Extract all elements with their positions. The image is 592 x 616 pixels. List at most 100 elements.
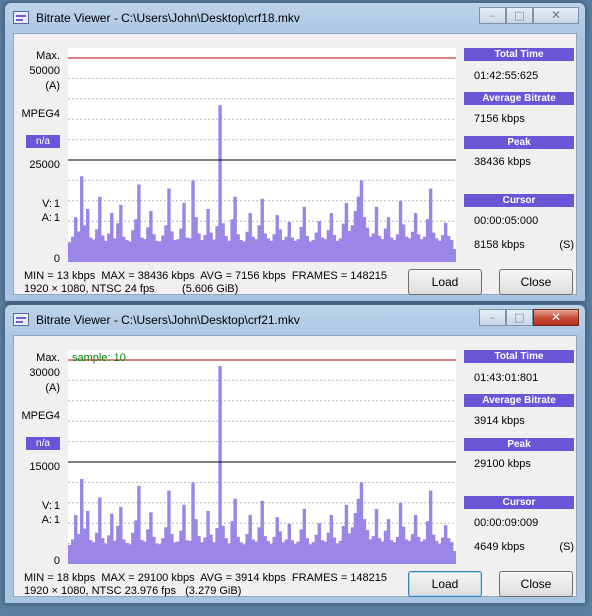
bitrate-bar bbox=[125, 239, 129, 262]
bitrate-bar bbox=[173, 542, 177, 564]
bitrate-bar bbox=[425, 219, 430, 262]
bitrate-bar bbox=[200, 239, 204, 262]
bitrate-bar bbox=[188, 540, 192, 564]
max-unit-label: (A) bbox=[45, 382, 60, 394]
bitrate-bar bbox=[284, 236, 288, 262]
bitrate-bar bbox=[317, 221, 322, 262]
bitrate-bar bbox=[323, 541, 328, 564]
bitrate-bar bbox=[365, 530, 370, 564]
bitrate-bar bbox=[422, 236, 427, 262]
bitrate-bar bbox=[236, 536, 240, 564]
load-button[interactable]: Load bbox=[408, 571, 482, 597]
bitrate-bar bbox=[77, 534, 81, 564]
close-button[interactable]: Close bbox=[499, 571, 573, 597]
bitrate-bar bbox=[368, 539, 373, 564]
cursor-rate-value: 8158 kbps bbox=[474, 239, 525, 251]
bitrate-bar bbox=[452, 248, 456, 262]
bitrate-bar bbox=[116, 525, 120, 564]
bitrate-bar bbox=[134, 219, 138, 262]
bitrate-bar bbox=[359, 180, 364, 262]
bitrate-bar bbox=[353, 513, 358, 564]
bitrate-bar bbox=[362, 217, 367, 262]
bitrate-bar bbox=[434, 238, 439, 262]
bitrate-bar bbox=[185, 540, 189, 564]
maximize-button[interactable]: □ bbox=[506, 309, 533, 326]
bitrate-bar bbox=[386, 217, 391, 262]
bitrate-bar bbox=[314, 232, 319, 262]
average-bitrate-header: Average Bitrate bbox=[464, 92, 574, 105]
bitrate-bar bbox=[203, 537, 207, 564]
bitrate-plot[interactable] bbox=[68, 48, 456, 262]
bitrate-bar bbox=[131, 230, 135, 262]
bitrate-bar bbox=[179, 530, 183, 564]
minimize-button[interactable]: – bbox=[479, 309, 506, 326]
bitrate-bar bbox=[275, 517, 279, 564]
bitrate-bar bbox=[170, 534, 174, 564]
maximize-button[interactable]: □ bbox=[506, 7, 533, 24]
bitrate-bar bbox=[224, 538, 228, 564]
bitrate-bar bbox=[170, 231, 174, 262]
bitrate-bar bbox=[428, 490, 433, 564]
close-window-button[interactable]: ✕ bbox=[533, 309, 579, 326]
bitrate-bar bbox=[95, 229, 99, 262]
bitrate-bar bbox=[398, 200, 403, 262]
cursor-header: Cursor bbox=[464, 496, 574, 509]
bitrate-bar bbox=[233, 498, 237, 564]
bitrate-bar bbox=[215, 226, 219, 262]
bitrate-bar bbox=[83, 225, 87, 262]
bitrate-bar bbox=[383, 228, 388, 262]
bitrate-bar bbox=[359, 482, 364, 564]
bitrate-bar bbox=[257, 527, 261, 564]
peak-header: Peak bbox=[464, 136, 574, 149]
bitrate-bar bbox=[404, 539, 409, 564]
app-icon bbox=[13, 11, 29, 24]
bitrate-bar bbox=[206, 208, 210, 262]
bitrate-bar bbox=[377, 235, 382, 262]
bitrate-bar bbox=[401, 526, 406, 564]
peak-header: Peak bbox=[464, 438, 574, 451]
zero-label: 0 bbox=[53, 555, 60, 567]
bitrate-bar bbox=[122, 236, 126, 262]
app-icon bbox=[13, 313, 29, 326]
bitrate-bar bbox=[308, 544, 313, 564]
load-button[interactable]: Load bbox=[408, 269, 482, 295]
minimize-button[interactable]: – bbox=[479, 7, 506, 24]
bitrate-bar bbox=[269, 543, 273, 564]
close-window-button[interactable]: ✕ bbox=[533, 7, 579, 24]
na-badge: n/a bbox=[26, 135, 60, 148]
bitrate-bar bbox=[299, 529, 304, 564]
bitrate-bar bbox=[419, 239, 424, 262]
bitrate-bar bbox=[227, 543, 231, 564]
bitrate-bar bbox=[290, 540, 294, 564]
bitrate-bar bbox=[275, 215, 279, 262]
bitrate-bar bbox=[161, 235, 165, 262]
bitrate-plot[interactable]: sample: 10 bbox=[68, 350, 456, 564]
bitrate-bar bbox=[392, 239, 397, 262]
bitrate-bar bbox=[344, 504, 349, 564]
bitrate-bar bbox=[440, 537, 445, 564]
bitrate-bar bbox=[254, 541, 258, 564]
bitrate-bar bbox=[443, 525, 448, 564]
bitrate-bar bbox=[305, 538, 310, 564]
bitrate-bar bbox=[197, 233, 201, 262]
bitrate-bar bbox=[356, 196, 361, 262]
title-bar[interactable]: Bitrate Viewer - C:\Users\John\Desktop\c… bbox=[5, 3, 585, 33]
bitrate-bar bbox=[212, 239, 216, 262]
bitrate-bar bbox=[68, 544, 72, 564]
bitrate-bar bbox=[266, 540, 270, 564]
cursor-unit: (S) bbox=[559, 239, 574, 251]
close-button[interactable]: Close bbox=[499, 269, 573, 295]
bitrate-bar bbox=[137, 485, 141, 564]
bitrate-chart bbox=[68, 359, 456, 564]
bitrate-bar bbox=[350, 225, 355, 262]
a-value: 1 bbox=[53, 212, 60, 224]
bitrate-bar bbox=[296, 239, 300, 262]
bitrate-bar bbox=[332, 235, 337, 262]
cursor-unit: (S) bbox=[559, 541, 574, 553]
bitrate-bar bbox=[215, 527, 219, 564]
bitrate-bar bbox=[440, 235, 445, 262]
title-bar[interactable]: Bitrate Viewer - C:\Users\John\Desktop\c… bbox=[5, 305, 585, 335]
bitrate-bar bbox=[197, 536, 201, 564]
bitrate-bar bbox=[368, 236, 373, 262]
average-bitrate-value: 3914 kbps bbox=[474, 415, 525, 427]
